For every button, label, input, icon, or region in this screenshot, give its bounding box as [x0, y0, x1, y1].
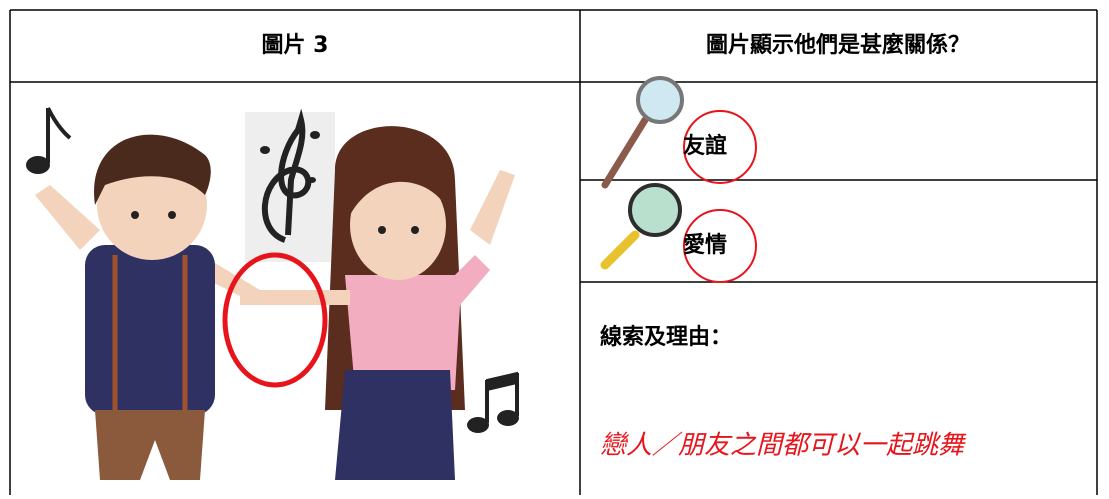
magnifier-icon	[600, 183, 682, 270]
option-friendship: 友誼	[683, 133, 727, 159]
option-love: 愛情	[683, 232, 727, 258]
magnifier-icon	[601, 76, 684, 189]
header-question: 圖片顯示他們是甚麼關係？	[706, 32, 970, 58]
answer-circle	[683, 110, 757, 184]
answer-text: 戀人／朋友之間都可以一起跳舞	[600, 431, 967, 461]
header-picture: 圖片 3	[262, 33, 329, 58]
illustration	[26, 107, 519, 480]
clue-label: 線索及理由：	[600, 324, 732, 350]
answer-circle	[683, 209, 757, 283]
table-borders	[9, 9, 1098, 495]
